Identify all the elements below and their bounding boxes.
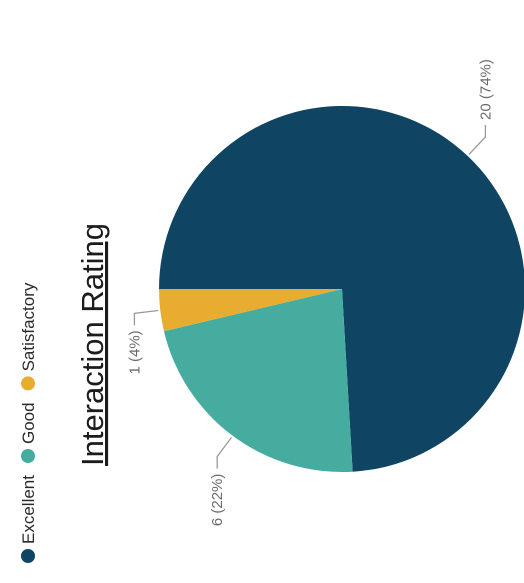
leader-line-satisfactory [133,309,159,326]
leader-line-good [216,437,233,469]
legend-item-excellent: Excellent [19,475,38,563]
legend-item-satisfactory: Satisfactory [19,282,38,391]
data-label-satisfactory: 1 (4%) [126,330,143,374]
legend-item-good: Good [19,402,38,464]
legend-label-excellent: Excellent [19,475,38,544]
leader-line-excellent [468,125,487,155]
legend: Excellent Good Satisfactory [19,282,38,563]
data-label-good: 6 (22%) [209,474,226,527]
legend-label-good: Good [19,402,38,444]
legend-swatch-satisfactory [21,376,35,391]
legend-label-satisfactory: Satisfactory [19,282,38,371]
pie-slice-satisfactory [159,289,342,332]
pie-slice-good [163,289,353,472]
pie-slices [159,106,524,472]
pie-slice-excellent [159,106,524,472]
chart-title: Interaction Rating [75,223,110,466]
legend-swatch-good [21,449,35,464]
label-leader-lines [133,125,487,469]
data-label-excellent: 20 (74%) [477,59,494,120]
data-labels: 20 (74%) 6 (22%) 1 (4%) [126,59,494,526]
legend-swatch-excellent [21,549,35,563]
